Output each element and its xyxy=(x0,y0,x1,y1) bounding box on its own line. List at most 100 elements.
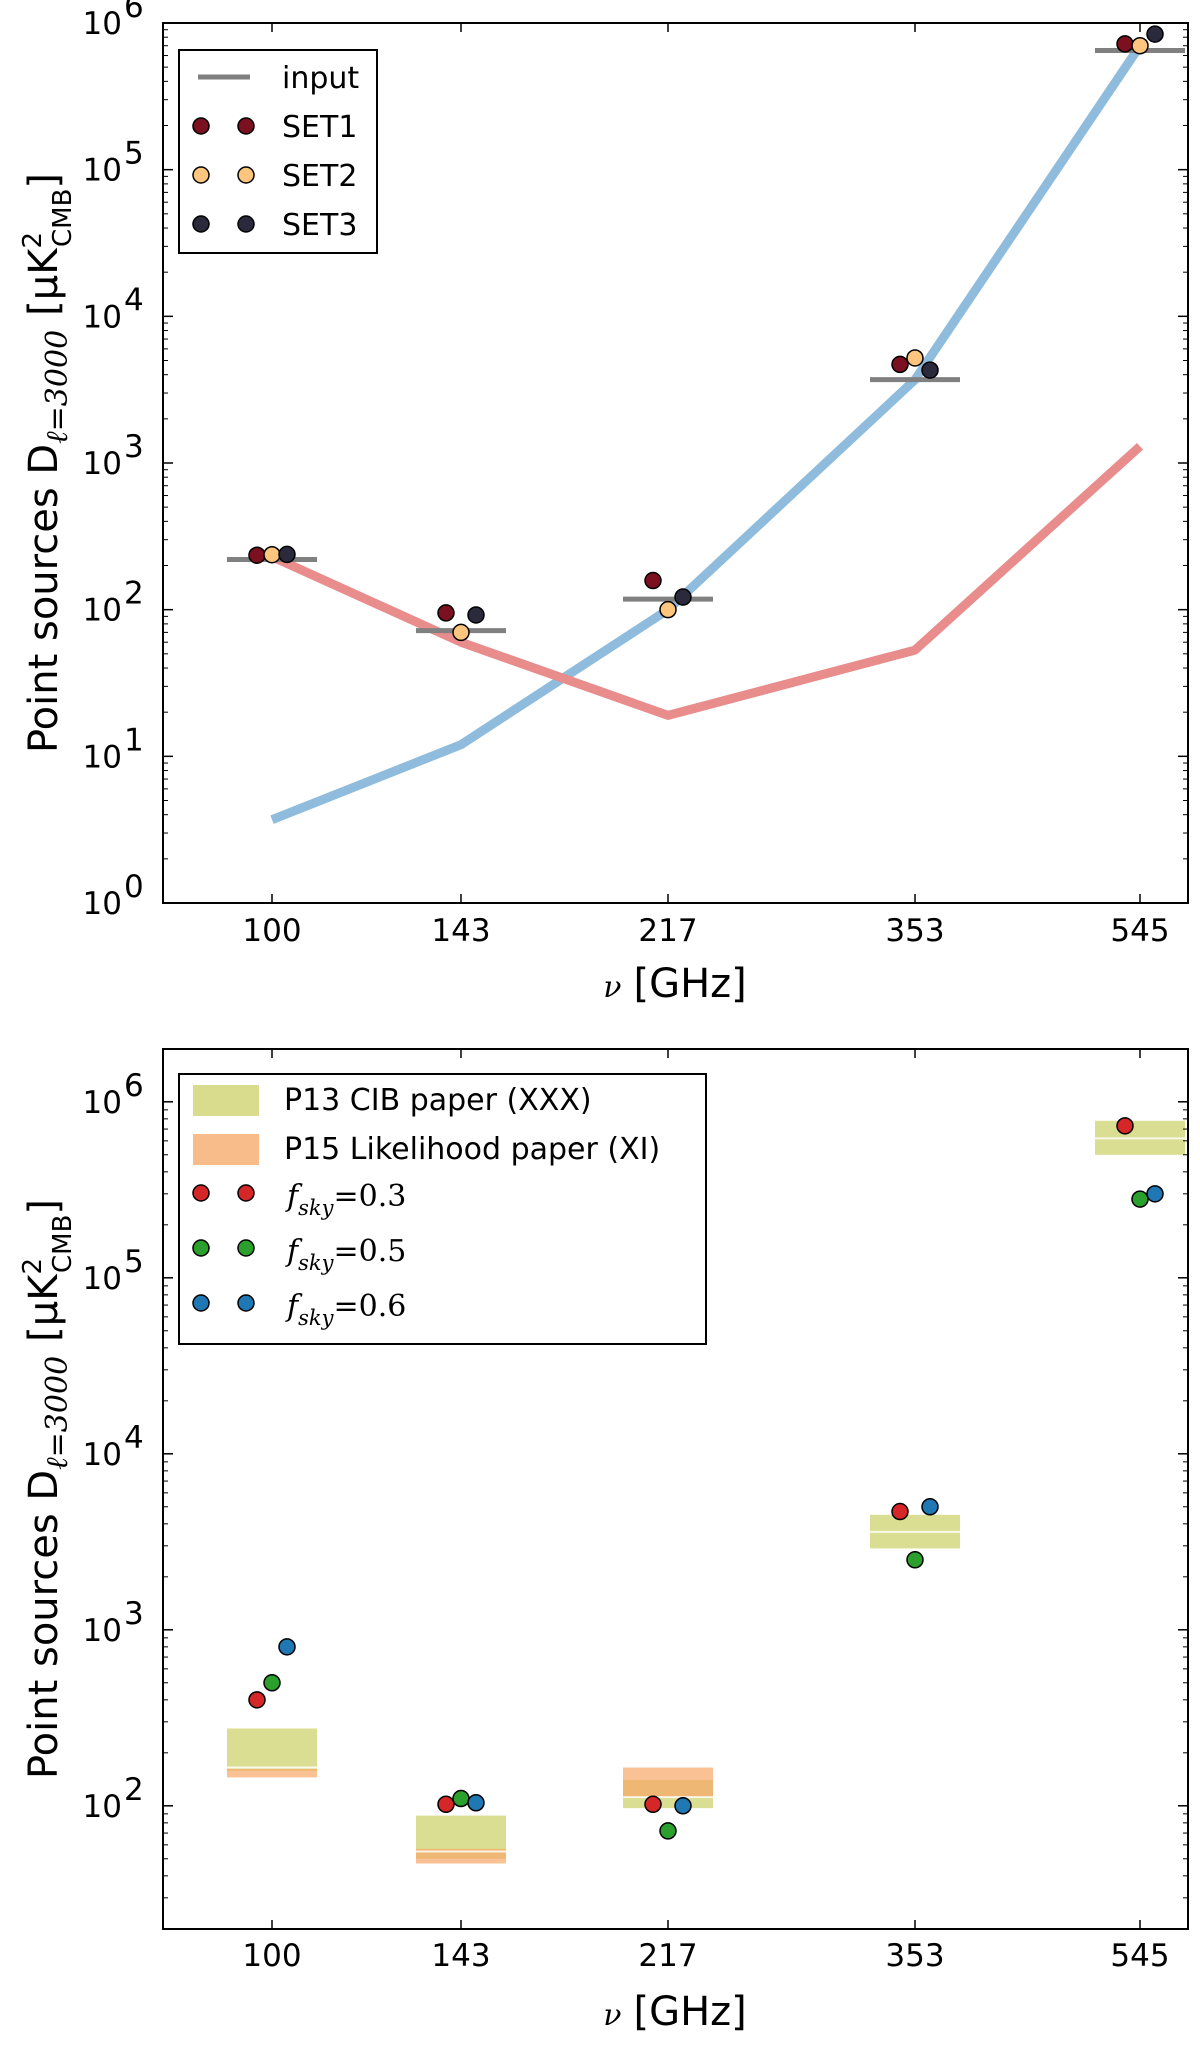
legend-label-set2: SET2 xyxy=(282,159,357,194)
y-tick-label: 10 xyxy=(83,6,122,42)
y-tick-exponent: 5 xyxy=(124,136,144,172)
data-point-set3 xyxy=(674,588,692,606)
legend-key-marker xyxy=(237,1184,255,1202)
y-tick-exponent: 0 xyxy=(124,869,144,905)
y-tick-label: 10 xyxy=(83,1085,122,1121)
top-x-axis-label: ν [GHz] xyxy=(603,961,747,1007)
x-tick-label: 143 xyxy=(431,1938,490,1974)
y-tick-exponent: 4 xyxy=(124,1420,144,1456)
x-tick-label: 545 xyxy=(1110,913,1169,949)
y-tick-exponent: 6 xyxy=(124,1068,144,1104)
y-tick-exponent: 3 xyxy=(124,429,144,465)
x-tick-label: 545 xyxy=(1110,1938,1169,1974)
data-point-f-sky-0-3 xyxy=(891,1502,909,1521)
legend-label-fsky-05: fsky=0.5 xyxy=(285,1234,406,1275)
data-point-set2 xyxy=(452,623,470,642)
data-point-f-sky-0-5 xyxy=(263,1674,281,1692)
y-tick-label: 10 xyxy=(83,299,122,335)
data-point-set1 xyxy=(891,355,909,374)
data-point-set3 xyxy=(1146,25,1164,43)
data-point-f-sky-0-3 xyxy=(644,1795,662,1814)
bottom-legend-frame xyxy=(178,1073,707,1345)
data-point-set3 xyxy=(921,361,939,379)
y-tick-label: 10 xyxy=(83,593,122,629)
data-point-f-sky-0-6 xyxy=(278,1638,296,1656)
legend-key-marker xyxy=(192,1184,210,1202)
legend-key-marker xyxy=(192,215,210,233)
legend-key-marker xyxy=(192,117,210,135)
data-point-f-sky-0-6 xyxy=(467,1794,485,1812)
data-point-set1 xyxy=(248,546,266,564)
data-point-set1 xyxy=(1116,35,1134,53)
legend-key-marker xyxy=(237,1239,255,1257)
y-tick-label: 10 xyxy=(83,446,122,482)
p15-band xyxy=(623,1767,713,1798)
y-tick-label: 10 xyxy=(83,1437,122,1473)
data-point-set1 xyxy=(437,604,455,622)
legend-key-marker xyxy=(237,1294,255,1312)
bottom-legend: P13 CIB paper (XXX) P15 Likelihood paper… xyxy=(178,1073,707,1345)
bottom-plot-frame xyxy=(162,1048,1189,1930)
legend-label-set3: SET3 xyxy=(282,208,357,243)
data-point-set2 xyxy=(263,545,281,564)
x-tick-label: 217 xyxy=(638,913,697,949)
data-point-f-sky-0-5 xyxy=(1131,1190,1149,1208)
model-curve xyxy=(270,442,1144,720)
y-tick-exponent: 2 xyxy=(124,1772,144,1808)
y-tick-exponent: 5 xyxy=(124,1244,144,1280)
x-tick-label: 353 xyxy=(885,1938,944,1974)
legend-label-p13: P13 CIB paper (XXX) xyxy=(284,1083,592,1118)
x-tick-label: 217 xyxy=(638,1938,697,1974)
data-point-f-sky-0-5 xyxy=(906,1551,924,1569)
top-legend: input SET1 SET2 SET3 xyxy=(178,49,378,254)
data-point-set3 xyxy=(467,606,485,624)
data-point-f-sky-0-6 xyxy=(921,1498,939,1516)
data-point-f-sky-0-5 xyxy=(452,1789,470,1808)
data-point-f-sky-0-6 xyxy=(1146,1185,1164,1203)
y-tick-label: 10 xyxy=(83,153,122,189)
y-tick-exponent: 6 xyxy=(124,0,144,25)
bottom-y-axis-label: Point sources Dℓ=3000[μK2CMB] xyxy=(18,1199,78,1779)
x-tick-label: 100 xyxy=(242,913,301,949)
legend-label-set1: SET1 xyxy=(282,110,357,145)
data-point-set2 xyxy=(659,600,677,619)
data-point-set3 xyxy=(278,545,296,564)
y-tick-label: 10 xyxy=(83,886,122,922)
legend-key-marker xyxy=(237,215,255,233)
data-point-f-sky-0-3 xyxy=(1116,1117,1134,1135)
legend-key-marker xyxy=(237,117,255,135)
p13-band xyxy=(227,1728,317,1771)
y-tick-exponent: 1 xyxy=(124,722,144,758)
x-tick-label: 100 xyxy=(242,1938,301,1974)
legend-label-p15: P15 Likelihood paper (XI) xyxy=(284,1132,660,1167)
p15-band xyxy=(227,1768,317,1778)
data-point-set2 xyxy=(906,349,924,367)
legend-label-input: input xyxy=(282,61,359,96)
y-tick-exponent: 2 xyxy=(124,576,144,612)
y-tick-label: 10 xyxy=(83,1261,122,1297)
y-tick-label: 10 xyxy=(83,1789,122,1825)
data-point-set2 xyxy=(1131,36,1149,55)
data-point-f-sky-0-3 xyxy=(437,1795,455,1814)
data-point-f-sky-0-3 xyxy=(248,1691,266,1709)
data-point-set1 xyxy=(644,571,662,590)
bottom-x-axis-label: ν [GHz] xyxy=(603,1989,747,2035)
y-tick-exponent: 4 xyxy=(124,282,144,318)
data-point-f-sky-0-6 xyxy=(674,1797,692,1815)
top-legend-frame xyxy=(178,49,378,254)
legend-key-marker xyxy=(192,1239,210,1257)
x-tick-label: 353 xyxy=(885,913,944,949)
data-point-f-sky-0-5 xyxy=(659,1822,677,1840)
legend-key-marker xyxy=(192,166,210,184)
y-tick-exponent: 3 xyxy=(124,1596,144,1632)
top-y-axis-label: Point sources Dℓ=3000[μK2CMB] xyxy=(18,173,78,753)
legend-key-marker xyxy=(192,1294,210,1312)
y-tick-label: 10 xyxy=(83,739,122,775)
legend-label-fsky-03: fsky=0.3 xyxy=(285,1179,406,1220)
legend-key-p13 xyxy=(193,1085,259,1116)
legend-key-marker xyxy=(237,166,255,184)
